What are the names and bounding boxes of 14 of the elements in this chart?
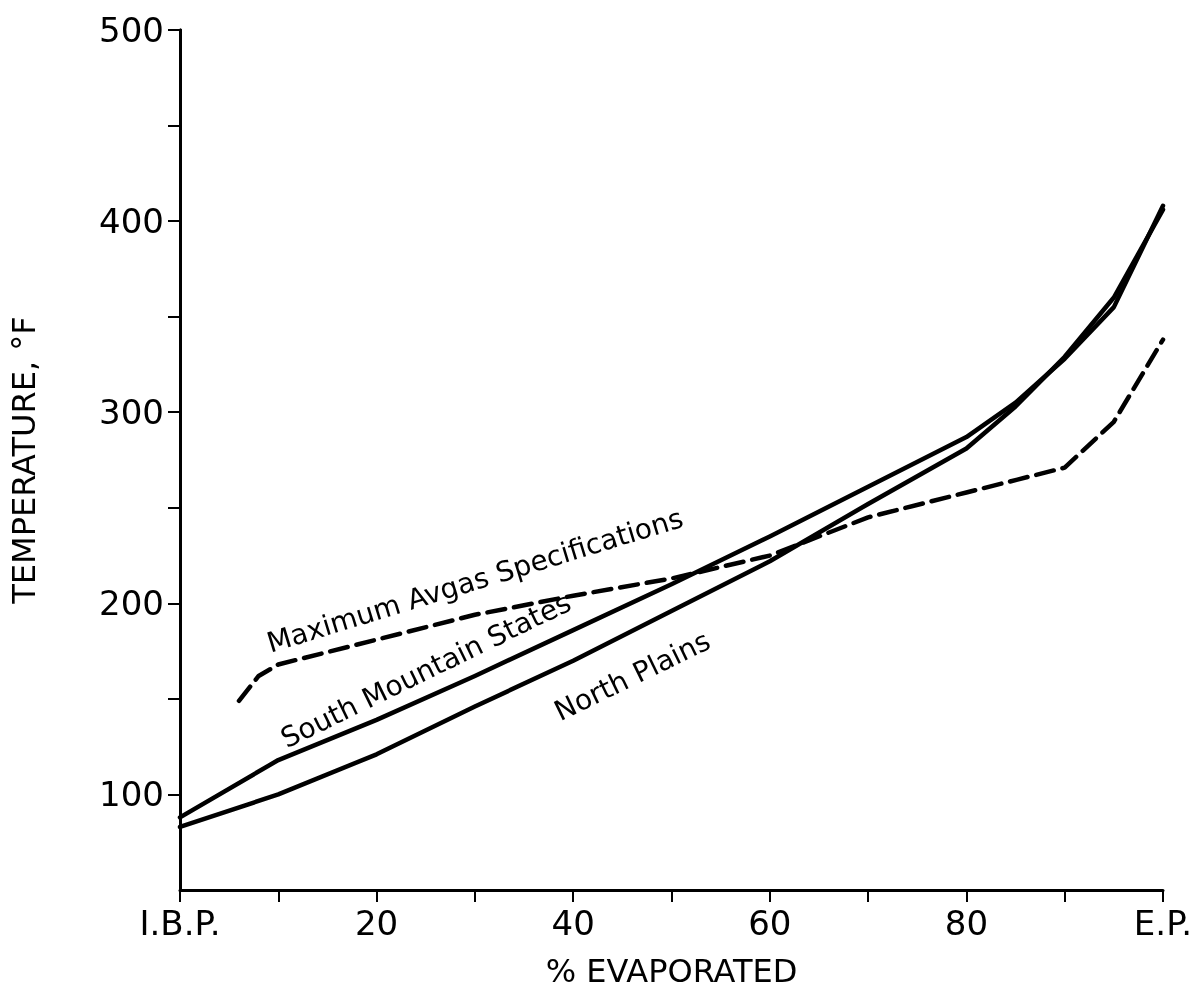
x-tick-label: 20 [354,903,399,943]
x-tick-label: 80 [944,903,989,943]
y-tick-label: 100 [99,774,164,815]
y-tick-label: 500 [99,10,164,50]
y-tick-label: 200 [99,583,164,624]
y-tick-label: 300 [99,392,164,433]
text: North Plains [548,624,716,728]
y-axis-title: TEMPERATURE, °F [5,316,43,605]
x-axis-title: % EVAPORATED [545,952,798,990]
x-tick-label: E.P. [1133,903,1193,943]
x-tick-label: 60 [748,903,792,943]
x-tick-label: 40 [551,903,595,943]
x-tick-label: I.B.P. [139,903,221,943]
y-tick-label: 400 [99,201,164,242]
